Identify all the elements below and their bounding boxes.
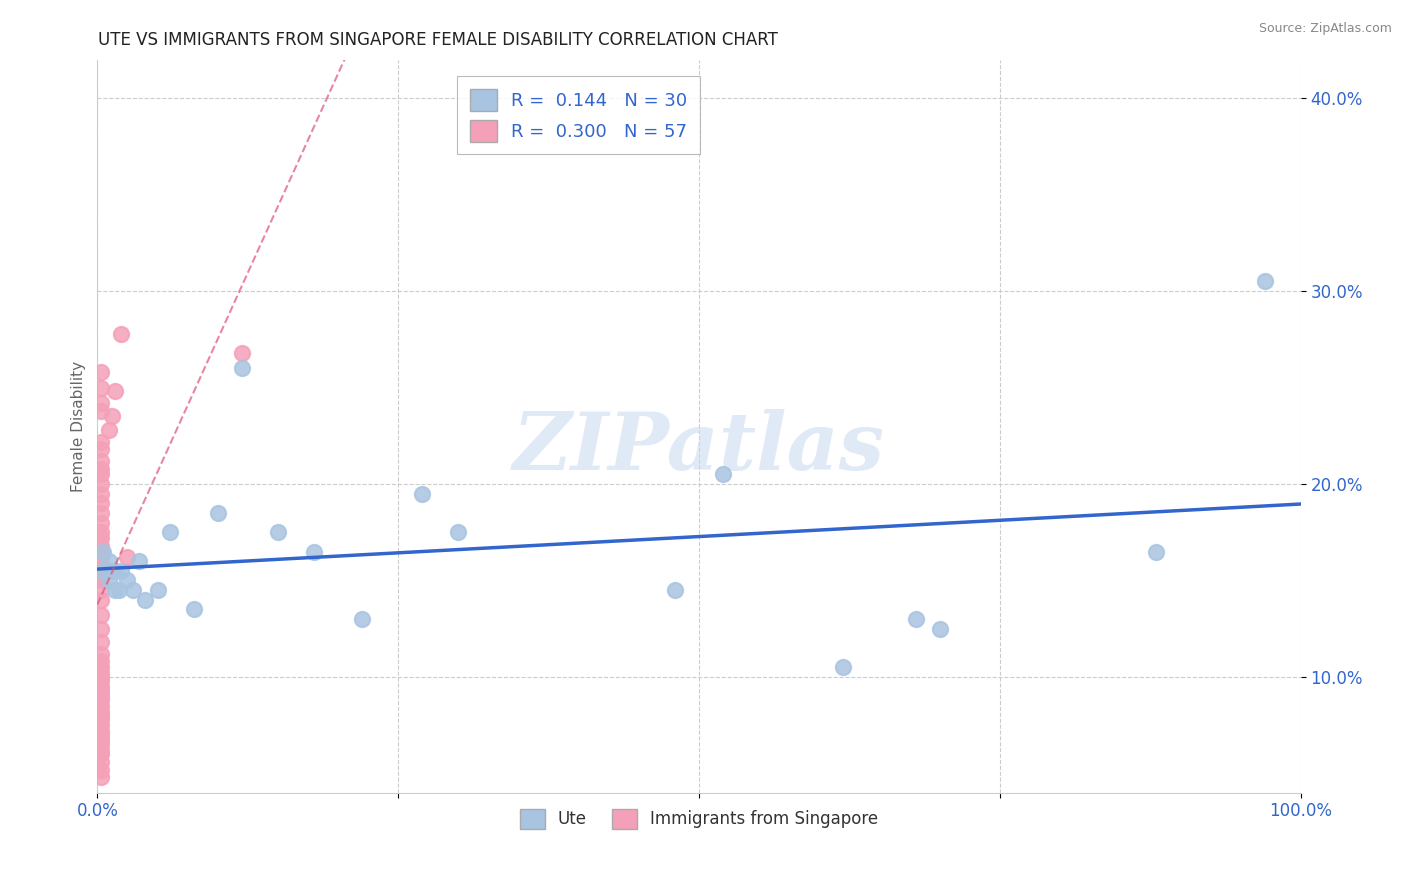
Point xyxy=(90,583,112,598)
Point xyxy=(90,723,112,738)
Point xyxy=(90,496,112,510)
Text: UTE VS IMMIGRANTS FROM SINGAPORE FEMALE DISABILITY CORRELATION CHART: UTE VS IMMIGRANTS FROM SINGAPORE FEMALE … xyxy=(98,31,779,49)
Point xyxy=(134,592,156,607)
Point xyxy=(128,554,150,568)
Point xyxy=(447,525,470,540)
Point xyxy=(122,583,145,598)
Point xyxy=(90,770,112,784)
Point xyxy=(117,574,139,588)
Point xyxy=(90,592,112,607)
Point xyxy=(90,622,112,636)
Text: Source: ZipAtlas.com: Source: ZipAtlas.com xyxy=(1258,22,1392,36)
Point xyxy=(231,361,253,376)
Y-axis label: Female Disability: Female Disability xyxy=(72,360,86,491)
Point xyxy=(267,525,290,540)
Point xyxy=(117,550,139,565)
Point xyxy=(101,564,124,578)
Point xyxy=(93,564,115,578)
Point xyxy=(90,525,112,540)
Point xyxy=(1253,275,1275,289)
Text: ZIPatlas: ZIPatlas xyxy=(513,409,884,487)
Point xyxy=(90,689,112,703)
Point xyxy=(411,486,433,500)
Point xyxy=(90,544,112,558)
Point xyxy=(90,712,112,726)
Point xyxy=(90,666,112,681)
Point xyxy=(90,673,112,688)
Point xyxy=(90,708,112,723)
Point xyxy=(90,380,112,394)
Point xyxy=(93,544,115,558)
Point xyxy=(101,409,124,424)
Point xyxy=(90,635,112,649)
Point xyxy=(90,738,112,752)
Point xyxy=(110,326,132,341)
Point xyxy=(104,564,127,578)
Point xyxy=(104,384,127,399)
Point xyxy=(90,647,112,661)
Point xyxy=(664,583,686,598)
Point xyxy=(90,434,112,449)
Point xyxy=(90,670,112,684)
Point xyxy=(231,346,253,360)
Point xyxy=(90,477,112,491)
Point xyxy=(90,442,112,457)
Point xyxy=(352,612,374,626)
Point xyxy=(90,743,112,757)
Point xyxy=(90,574,112,588)
Point xyxy=(90,550,112,565)
Point xyxy=(90,454,112,468)
Point xyxy=(90,763,112,777)
Point xyxy=(90,403,112,417)
Point xyxy=(90,655,112,669)
Point xyxy=(159,525,181,540)
Point xyxy=(90,467,112,482)
Point xyxy=(1144,544,1167,558)
Point xyxy=(90,705,112,719)
Point xyxy=(90,731,112,746)
Point xyxy=(90,558,112,572)
Point xyxy=(98,423,121,437)
Point xyxy=(90,365,112,379)
Point xyxy=(90,396,112,410)
Point xyxy=(90,755,112,769)
Point xyxy=(832,660,855,674)
Point xyxy=(146,583,169,598)
Point xyxy=(207,506,229,520)
Point xyxy=(90,680,112,694)
Point xyxy=(90,569,112,583)
Point xyxy=(90,608,112,623)
Point xyxy=(110,564,132,578)
Point xyxy=(98,554,121,568)
Point xyxy=(711,467,734,482)
Point xyxy=(90,693,112,707)
Point xyxy=(90,486,112,500)
Point xyxy=(98,574,121,588)
Point xyxy=(90,685,112,699)
Point xyxy=(302,544,325,558)
Legend: Ute, Immigrants from Singapore: Ute, Immigrants from Singapore xyxy=(513,802,884,836)
Point xyxy=(104,583,127,598)
Point xyxy=(90,461,112,475)
Point xyxy=(90,506,112,520)
Point xyxy=(90,747,112,761)
Point xyxy=(90,728,112,742)
Point xyxy=(928,622,950,636)
Point xyxy=(90,718,112,732)
Point xyxy=(904,612,927,626)
Point xyxy=(108,583,131,598)
Point xyxy=(90,698,112,713)
Point xyxy=(90,531,112,545)
Point xyxy=(90,539,112,553)
Point xyxy=(90,660,112,674)
Point xyxy=(183,602,205,616)
Point xyxy=(90,516,112,530)
